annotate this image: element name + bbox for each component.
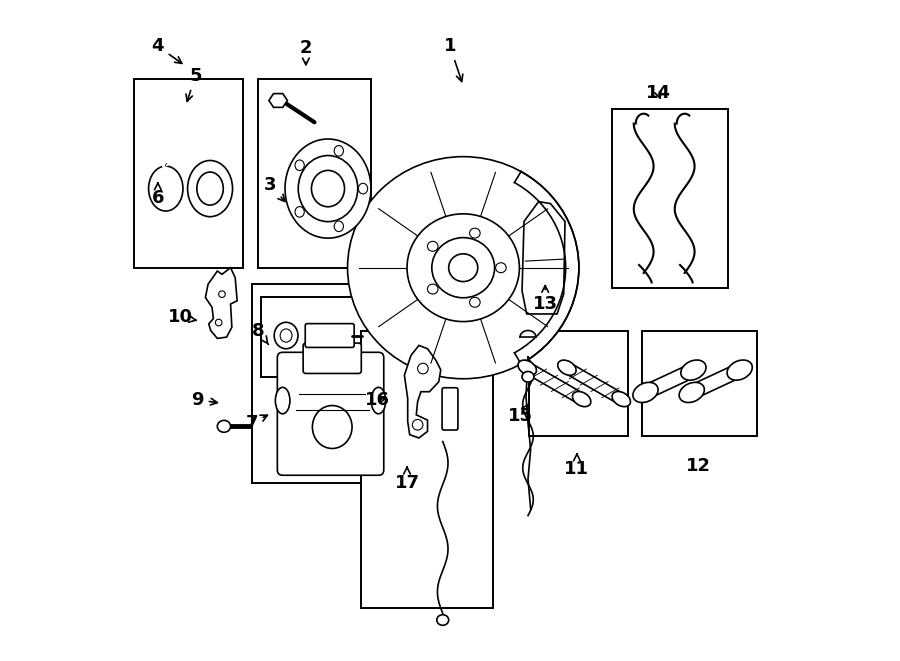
Ellipse shape — [148, 166, 183, 211]
Ellipse shape — [496, 263, 506, 272]
Ellipse shape — [436, 615, 449, 625]
Ellipse shape — [428, 241, 438, 251]
Text: 16: 16 — [364, 391, 390, 409]
Ellipse shape — [418, 364, 428, 374]
Ellipse shape — [449, 254, 478, 282]
Text: 7: 7 — [246, 414, 267, 432]
Ellipse shape — [727, 360, 752, 380]
Ellipse shape — [197, 172, 223, 205]
Ellipse shape — [407, 214, 519, 322]
Polygon shape — [205, 268, 238, 338]
Text: 4: 4 — [151, 37, 182, 63]
Ellipse shape — [470, 297, 481, 307]
Ellipse shape — [280, 329, 292, 342]
Text: 13: 13 — [533, 286, 558, 313]
Text: 5: 5 — [186, 67, 202, 101]
Ellipse shape — [311, 171, 345, 207]
Text: 2: 2 — [300, 38, 312, 65]
Ellipse shape — [217, 420, 230, 432]
Text: 1: 1 — [444, 37, 463, 81]
FancyBboxPatch shape — [303, 343, 361, 373]
Polygon shape — [269, 94, 287, 107]
Ellipse shape — [612, 391, 631, 407]
Ellipse shape — [412, 420, 423, 430]
Ellipse shape — [298, 155, 357, 221]
Text: 8: 8 — [252, 321, 268, 344]
Polygon shape — [404, 346, 441, 438]
Ellipse shape — [295, 160, 304, 171]
Text: 6: 6 — [151, 183, 164, 208]
Ellipse shape — [470, 228, 481, 238]
Text: 11: 11 — [564, 454, 590, 479]
Text: 10: 10 — [167, 308, 196, 327]
Ellipse shape — [680, 360, 706, 380]
FancyBboxPatch shape — [305, 324, 355, 348]
Ellipse shape — [522, 371, 534, 382]
Bar — [252, 284, 391, 483]
FancyBboxPatch shape — [277, 352, 383, 475]
Bar — [134, 79, 243, 268]
Ellipse shape — [312, 405, 352, 448]
Ellipse shape — [680, 382, 705, 403]
FancyBboxPatch shape — [442, 388, 458, 430]
Ellipse shape — [358, 183, 367, 194]
Text: 15: 15 — [508, 405, 533, 426]
Ellipse shape — [285, 139, 371, 238]
Bar — [361, 330, 493, 608]
Text: 12: 12 — [686, 457, 711, 475]
Ellipse shape — [334, 145, 344, 156]
Ellipse shape — [215, 319, 222, 326]
Ellipse shape — [219, 291, 225, 297]
Ellipse shape — [518, 360, 536, 375]
Text: 9: 9 — [191, 391, 218, 409]
Ellipse shape — [347, 157, 579, 379]
Polygon shape — [522, 202, 565, 314]
Ellipse shape — [432, 238, 495, 297]
Ellipse shape — [428, 284, 438, 294]
Text: 14: 14 — [645, 83, 670, 102]
Ellipse shape — [187, 161, 232, 217]
Ellipse shape — [274, 323, 298, 349]
Bar — [258, 79, 371, 268]
Bar — [612, 109, 727, 288]
Bar — [529, 330, 628, 436]
Ellipse shape — [371, 387, 386, 414]
Ellipse shape — [633, 382, 658, 403]
Text: 3: 3 — [264, 176, 285, 202]
Bar — [261, 297, 366, 377]
Bar — [642, 330, 758, 436]
Ellipse shape — [295, 207, 304, 217]
Ellipse shape — [572, 391, 590, 407]
Text: 17: 17 — [394, 467, 419, 492]
Ellipse shape — [275, 387, 290, 414]
Ellipse shape — [558, 360, 576, 375]
Ellipse shape — [334, 221, 344, 231]
